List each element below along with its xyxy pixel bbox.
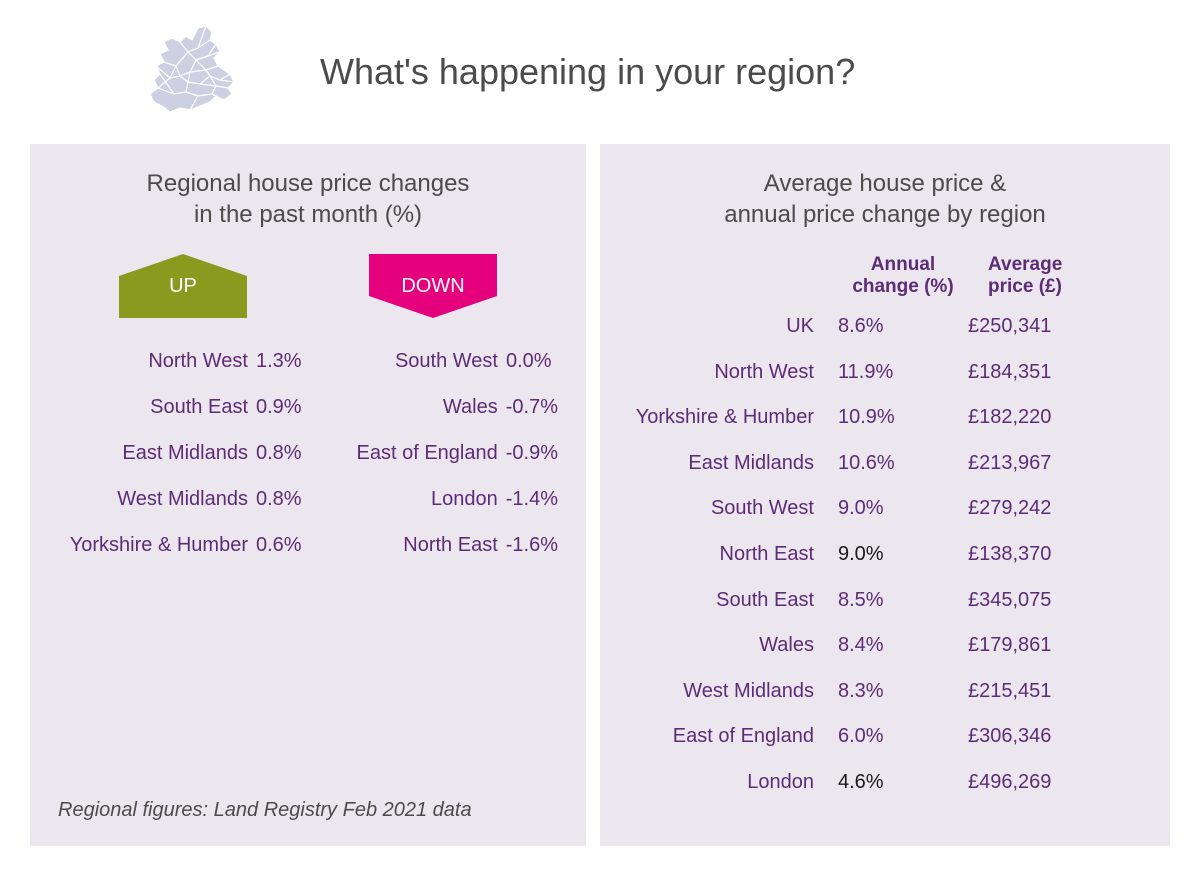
- table-row: South East8.5%£345,075: [628, 578, 1142, 624]
- region-label: Yorkshire & Humber: [628, 395, 828, 441]
- down-list: South West0.0%Wales-0.7%East of England-…: [308, 338, 558, 568]
- annual-change: 9.0%: [828, 486, 938, 532]
- annual-change: 6.0%: [828, 714, 938, 760]
- source-note: Regional figures: Land Registry Feb 2021…: [58, 799, 472, 822]
- panels: Regional house price changes in the past…: [30, 144, 1170, 846]
- region-value: -0.7%: [506, 384, 558, 430]
- region-value: 0.9%: [256, 384, 308, 430]
- table-row: London4.6%£496,269: [628, 760, 1142, 806]
- region-label: South East: [150, 384, 248, 430]
- annual-change: 4.6%: [828, 760, 938, 806]
- region-value: -0.9%: [506, 430, 558, 476]
- list-item: South West0.0%: [308, 338, 558, 384]
- region-label: West Midlands: [117, 476, 248, 522]
- region-value: -1.6%: [506, 522, 558, 568]
- region-label: Yorkshire & Humber: [70, 522, 248, 568]
- list-item: East Midlands0.8%: [58, 430, 308, 476]
- average-price: £250,341: [938, 304, 1098, 350]
- average-price: £138,370: [938, 532, 1098, 578]
- region-value: 0.0%: [506, 338, 558, 384]
- annual-change: 8.5%: [828, 578, 938, 624]
- region-label: North West: [148, 338, 248, 384]
- table-row: East Midlands10.6%£213,967: [628, 441, 1142, 487]
- region-label: Wales: [443, 384, 498, 430]
- region-label: Wales: [628, 623, 828, 669]
- up-down-badges: UP DOWN: [58, 254, 558, 318]
- page-title: What's happening in your region?: [320, 51, 855, 93]
- table-row: Wales8.4%£179,861: [628, 623, 1142, 669]
- average-price: £496,269: [938, 760, 1098, 806]
- average-price: £345,075: [938, 578, 1098, 624]
- average-price: £306,346: [938, 714, 1098, 760]
- average-price: £179,861: [938, 623, 1098, 669]
- table-row: East of England6.0%£306,346: [628, 714, 1142, 760]
- annual-change: 10.6%: [828, 441, 938, 487]
- list-item: London-1.4%: [308, 476, 558, 522]
- header: What's happening in your region?: [30, 22, 1170, 122]
- region-label: South East: [628, 578, 828, 624]
- average-price: £213,967: [938, 441, 1098, 487]
- table-row: North East9.0%£138,370: [628, 532, 1142, 578]
- uk-map-icon: [140, 22, 260, 122]
- list-item: North East-1.6%: [308, 522, 558, 568]
- monthly-lists: North West1.3%South East0.9%East Midland…: [58, 338, 558, 568]
- annual-table-body: UK8.6%£250,341North West11.9%£184,351Yor…: [628, 304, 1142, 806]
- annual-change: 11.9%: [828, 350, 938, 396]
- region-value: 0.8%: [256, 476, 308, 522]
- annual-change: 8.4%: [828, 623, 938, 669]
- region-label: East of England: [628, 714, 828, 760]
- list-item: Yorkshire & Humber0.6%: [58, 522, 308, 568]
- region-value: 0.8%: [256, 430, 308, 476]
- region-label: North East: [403, 522, 497, 568]
- table-row: North West11.9%£184,351: [628, 350, 1142, 396]
- table-row: Yorkshire & Humber10.9%£182,220: [628, 395, 1142, 441]
- annual-change: 8.3%: [828, 669, 938, 715]
- annual-change: 9.0%: [828, 532, 938, 578]
- average-price: £279,242: [938, 486, 1098, 532]
- region-value: -1.4%: [506, 476, 558, 522]
- region-label: North West: [628, 350, 828, 396]
- region-label: South West: [628, 486, 828, 532]
- annual-panel: Average house price & annual price chang…: [600, 144, 1170, 846]
- region-value: 1.3%: [256, 338, 308, 384]
- up-badge: UP: [119, 254, 247, 318]
- average-price: £182,220: [938, 395, 1098, 441]
- table-row: West Midlands8.3%£215,451: [628, 669, 1142, 715]
- list-item: Wales-0.7%: [308, 384, 558, 430]
- region-label: UK: [628, 304, 828, 350]
- list-item: North West1.3%: [58, 338, 308, 384]
- region-label: London: [431, 476, 498, 522]
- region-label: North East: [628, 532, 828, 578]
- list-item: South East0.9%: [58, 384, 308, 430]
- annual-change: 8.6%: [828, 304, 938, 350]
- list-item: East of England-0.9%: [308, 430, 558, 476]
- region-label: East of England: [357, 430, 498, 476]
- table-row: UK8.6%£250,341: [628, 304, 1142, 350]
- monthly-panel-title: Regional house price changes in the past…: [58, 168, 558, 230]
- average-price: £184,351: [938, 350, 1098, 396]
- up-list: North West1.3%South East0.9%East Midland…: [58, 338, 308, 568]
- col-header-change: Annualchange (%): [828, 254, 978, 298]
- table-header: Annualchange (%) Averageprice (£): [628, 254, 1142, 298]
- region-label: East Midlands: [628, 441, 828, 487]
- region-label: London: [628, 760, 828, 806]
- annual-change: 10.9%: [828, 395, 938, 441]
- col-header-price: Averageprice (£): [978, 254, 1118, 298]
- annual-panel-title: Average house price & annual price chang…: [628, 168, 1142, 230]
- list-item: West Midlands0.8%: [58, 476, 308, 522]
- monthly-change-panel: Regional house price changes in the past…: [30, 144, 586, 846]
- region-label: West Midlands: [628, 669, 828, 715]
- average-price: £215,451: [938, 669, 1098, 715]
- region-label: South West: [395, 338, 498, 384]
- down-badge: DOWN: [369, 254, 497, 318]
- region-label: East Midlands: [122, 430, 248, 476]
- table-row: South West9.0%£279,242: [628, 486, 1142, 532]
- region-value: 0.6%: [256, 522, 308, 568]
